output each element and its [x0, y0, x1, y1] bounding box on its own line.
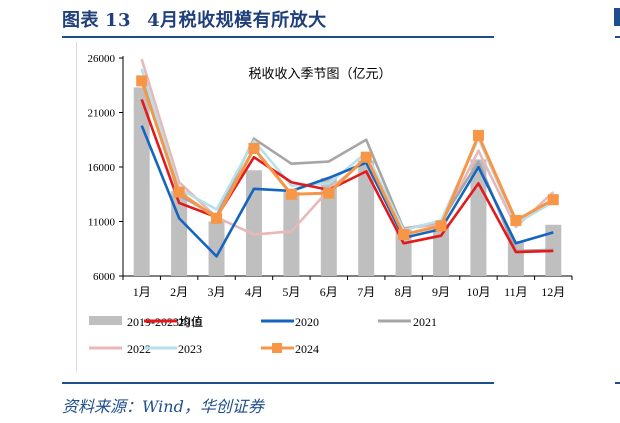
marker-2024: [323, 187, 335, 199]
bar-avg: [395, 229, 412, 276]
marker-2024: [248, 142, 260, 154]
title-divider: [62, 36, 494, 38]
legend-item: 2021: [378, 315, 437, 329]
figure-number: 13: [105, 10, 132, 31]
marker-2024: [360, 151, 372, 163]
legend-item: 2020: [261, 315, 319, 329]
y-tick-label: 6000: [93, 271, 116, 283]
bar-avg: [245, 170, 262, 276]
adjacent-source-divider: [615, 382, 620, 384]
x-tick-label: 11月: [504, 285, 528, 299]
line-2024: [140, 80, 555, 237]
bar-avg: [171, 190, 188, 276]
adjacent-title-divider: [615, 36, 620, 38]
x-tick-label: 1月: [133, 285, 151, 299]
x-tick-label: 7月: [357, 285, 375, 299]
figure-heading: 4月税收规模有所放大: [147, 10, 327, 31]
x-tick-label: 10月: [466, 285, 490, 299]
y-tick-label: 11000: [88, 217, 116, 229]
chart-title: 税收收入季节图（亿元）: [248, 66, 391, 81]
x-tick-label: 6月: [320, 285, 338, 299]
legend-label: 2023: [178, 342, 202, 356]
legend-item: 2024: [261, 342, 319, 356]
x-tick-label: 2月: [170, 285, 188, 299]
legend-swatch-bar: [89, 316, 122, 325]
bar-avg: [283, 192, 300, 276]
source-divider: [62, 382, 494, 384]
adjacent-figure-title-fragment: [614, 8, 620, 26]
x-tick-label: 4月: [245, 285, 263, 299]
legend-item: 2023: [144, 342, 202, 356]
x-tick-label: 3月: [208, 285, 226, 299]
legend-label: 2024: [295, 342, 319, 356]
marker-2024: [435, 220, 447, 232]
marker-2024: [211, 212, 223, 224]
x-tick-label: 8月: [395, 285, 413, 299]
figure-title: 图表 13 4月税收规模有所放大: [62, 6, 327, 32]
y-tick-label: 16000: [88, 162, 116, 174]
legend-label: 2020: [295, 315, 319, 329]
marker-2024: [285, 188, 297, 200]
source-note: 资料来源：Wind，华创证券: [62, 397, 264, 416]
legend-label: 2019: [178, 315, 202, 329]
x-tick-label: 9月: [432, 285, 450, 299]
marker-2024: [472, 129, 484, 141]
y-tick-label: 26000: [88, 53, 116, 65]
bar-avg: [358, 160, 375, 276]
bar-avg: [320, 177, 337, 276]
bar-avg: [208, 221, 225, 276]
marker-2024: [398, 229, 410, 241]
legend-item: 2022: [89, 342, 151, 356]
marker-2024: [547, 194, 559, 206]
legend-label: 2022: [127, 342, 151, 356]
marker-2024: [136, 75, 148, 87]
x-tick-label: 12月: [541, 285, 565, 299]
legend-marker-square: [272, 343, 282, 353]
line-2020: [140, 125, 554, 258]
legend-item: 2019: [144, 315, 202, 329]
marker-2024: [173, 186, 185, 198]
legend-label: 2021: [413, 315, 437, 329]
chart-frame-border: [76, 42, 77, 372]
figure-label: 图表: [62, 10, 99, 31]
y-tick-label: 21000: [88, 108, 116, 120]
bar-avg: [507, 241, 524, 276]
x-tick-label: 5月: [282, 285, 300, 299]
tax-revenue-seasonal-chart: 税收收入季节图（亿元） 6000 11000 16000 21000 26000 1月 2月 3…: [88, 53, 573, 356]
marker-2024: [510, 214, 522, 226]
